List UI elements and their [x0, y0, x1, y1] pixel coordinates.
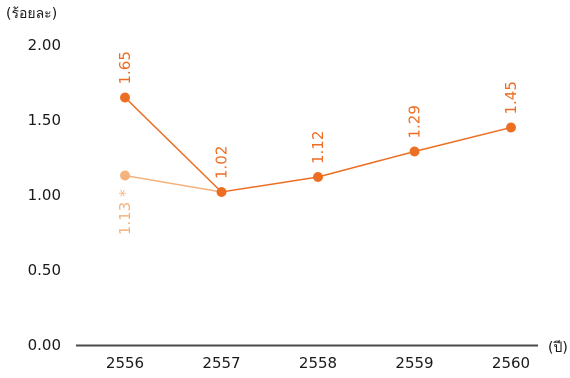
- x-tick-label: 2560: [492, 354, 530, 372]
- y-tick-label: 2.00: [28, 36, 61, 54]
- x-tick-label: 2556: [106, 354, 144, 372]
- y-tick-label: 1.00: [28, 186, 61, 204]
- data-point: [506, 122, 516, 133]
- series-line: [124, 174, 222, 193]
- x-unit-label: (ปี): [548, 340, 568, 356]
- y-tick-label: 0.50: [28, 261, 61, 279]
- y-unit-label: (ร้อยละ): [6, 6, 57, 22]
- data-point: [216, 187, 227, 197]
- y-tick-label: 1.50: [28, 111, 61, 129]
- x-tick-label: 2557: [202, 354, 240, 372]
- data-point: [120, 92, 130, 103]
- x-tick-label: 2558: [299, 354, 337, 372]
- data-point: [120, 170, 130, 181]
- data-label: 1.45: [502, 81, 520, 114]
- data-label: 1.13 *: [116, 189, 134, 235]
- data-label: 1.12: [309, 131, 327, 164]
- data-label: 1.65: [116, 51, 134, 84]
- data-label: 1.29: [406, 105, 424, 138]
- x-tick-label: 2559: [395, 354, 433, 372]
- data-point: [313, 172, 323, 182]
- y-tick-label: 0.00: [28, 336, 61, 354]
- data-label: 1.02: [213, 146, 231, 179]
- data-point: [409, 146, 420, 157]
